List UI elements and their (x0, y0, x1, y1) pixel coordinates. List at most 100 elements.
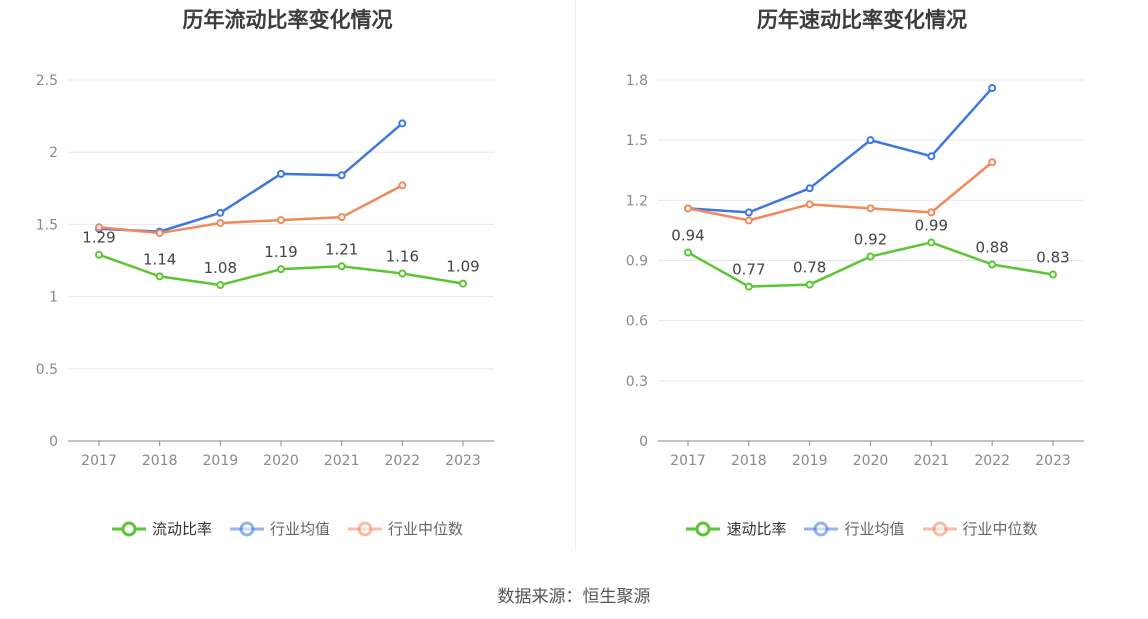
legend-marker-icon (686, 521, 721, 536)
data-point (398, 181, 407, 190)
x-tick-label: 2022 (385, 453, 421, 469)
data-point (805, 280, 814, 289)
legend-circle (239, 521, 255, 536)
data-point (927, 238, 936, 247)
y-tick-label: 1.5 (626, 133, 648, 149)
data-point (866, 204, 875, 213)
y-tick-label: 0.6 (626, 314, 648, 330)
legend-label: 行业均值 (844, 520, 905, 538)
data-point (744, 216, 753, 225)
chart-panel-current-ratio: 历年流动比率变化情况 0 0.5 1 1.5 2 2.5 2017 2018 2019 2020 2… (0, 0, 575, 560)
legend-marker-icon (922, 521, 957, 536)
panel-divider (575, 0, 576, 550)
series-line (687, 161, 993, 222)
series-line (98, 184, 403, 235)
data-point (866, 136, 875, 145)
x-tick-label: 2022 (974, 453, 1010, 469)
data-point (95, 250, 103, 259)
x-tick-label: 2020 (853, 453, 889, 469)
data-point (684, 204, 692, 213)
legend-item[interactable]: 行业均值 (804, 518, 905, 539)
y-tick-label: 1.2 (626, 193, 648, 209)
data-point (155, 229, 164, 238)
data-label: 1.19 (264, 243, 297, 261)
data-point (744, 208, 753, 217)
y-tick-label: 0.3 (626, 374, 648, 390)
chart-title: 历年速动比率变化情况 (757, 8, 967, 32)
data-point (155, 272, 164, 281)
chart-legend: 速动比率 行业均值 行业中位数 (576, 518, 1148, 539)
legend-circle (121, 521, 137, 536)
series-line (687, 87, 994, 214)
data-point (927, 208, 936, 217)
y-tick-label: 0 (49, 434, 58, 450)
x-tick-label: 2017 (670, 453, 706, 469)
data-point (398, 269, 407, 278)
data-label: 0.92 (854, 230, 887, 248)
data-point (927, 152, 936, 161)
x-tick-label: 2019 (792, 453, 828, 469)
x-tick-label: 2018 (731, 453, 767, 469)
current-ratio-chart: 0 0.5 1 1.5 2 2.5 2017 2018 2019 2020 2021 2022 2023… (36, 73, 494, 469)
data-point (988, 260, 997, 269)
data-label: 0.94 (671, 226, 704, 244)
y-tick-label: 2 (49, 145, 58, 161)
data-point (337, 213, 346, 222)
data-point (337, 171, 346, 180)
y-tick-label: 1 (49, 290, 58, 306)
data-source-note: 数据来源：恒生聚源 (497, 587, 651, 607)
legend-label: 行业均值 (269, 520, 330, 538)
chart-panel-quick-ratio: 历年速动比率变化情况 0 0.3 0.6 0.9 1.2 1.5 1.8 2017 2018 20… (576, 0, 1148, 560)
quick-ratio-chart: 0 0.3 0.6 0.9 1.2 1.5 1.8 2017 2018 2019 2020 2021 2… (626, 73, 1084, 469)
legend-item[interactable]: 行业中位数 (348, 518, 463, 539)
data-point (216, 208, 225, 217)
series-line (98, 122, 404, 233)
legend-marker-icon (804, 521, 839, 536)
legend-marker-icon (111, 521, 146, 536)
y-tick-label: 1.8 (626, 73, 648, 89)
legend-item[interactable]: 行业均值 (229, 518, 330, 539)
data-point (1049, 270, 1057, 279)
data-label: 1.08 (204, 259, 237, 277)
data-point (337, 262, 346, 271)
data-label: 0.78 (793, 259, 826, 277)
y-tick-label: 2.5 (36, 73, 58, 89)
data-point (216, 218, 225, 227)
data-point (277, 169, 285, 178)
legend-marker-icon (348, 521, 382, 536)
data-point (866, 252, 875, 261)
data-label: 1.14 (143, 250, 176, 268)
data-point (684, 248, 692, 257)
data-point (805, 184, 814, 193)
legend-label: 行业中位数 (962, 520, 1038, 538)
data-point (277, 216, 285, 225)
x-tick-label: 2020 (263, 453, 299, 469)
data-point (988, 84, 997, 93)
data-label: 1.16 (386, 247, 419, 265)
y-tick-label: 0.9 (626, 254, 648, 270)
legend-circle (932, 521, 947, 536)
x-tick-label: 2018 (142, 453, 178, 469)
data-point (459, 279, 467, 288)
x-tick-label: 2023 (445, 453, 481, 469)
data-point (805, 200, 814, 209)
data-label: 0.88 (975, 239, 1008, 257)
data-label: 0.99 (915, 216, 948, 234)
y-tick-label: 0.5 (36, 362, 58, 378)
x-tick-label: 2023 (1035, 453, 1071, 469)
data-point (216, 281, 225, 290)
legend-label: 行业中位数 (388, 520, 464, 538)
legend-circle (357, 521, 373, 536)
data-label: 1.21 (325, 240, 358, 258)
legend-circle (695, 521, 711, 536)
x-tick-label: 2019 (203, 453, 239, 469)
legend-item[interactable]: 行业中位数 (922, 518, 1038, 539)
data-point (277, 265, 285, 274)
legend-item[interactable]: 流动比率 (111, 518, 212, 539)
legend-item[interactable]: 速动比率 (686, 518, 786, 539)
chart-legend: 流动比率 行业均值 行业中位数 (0, 518, 575, 539)
x-tick-label: 2017 (81, 453, 117, 469)
data-label: 0.83 (1036, 249, 1069, 267)
data-label: 0.77 (732, 261, 765, 279)
x-tick-label: 2021 (914, 453, 950, 469)
